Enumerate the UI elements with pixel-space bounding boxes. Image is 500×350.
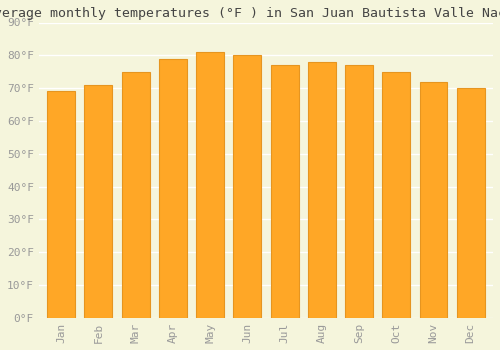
Bar <box>84 85 112 318</box>
Bar <box>457 88 484 318</box>
Bar <box>420 82 448 318</box>
Bar <box>382 72 410 318</box>
Bar <box>270 65 298 318</box>
Bar <box>122 72 150 318</box>
Bar <box>234 55 262 318</box>
Title: Average monthly temperatures (°F ) in San Juan Bautista Valle Nacional: Average monthly temperatures (°F ) in Sa… <box>0 7 500 20</box>
Bar <box>308 62 336 318</box>
Bar <box>47 91 75 318</box>
Bar <box>159 58 187 318</box>
Bar <box>196 52 224 318</box>
Bar <box>345 65 373 318</box>
